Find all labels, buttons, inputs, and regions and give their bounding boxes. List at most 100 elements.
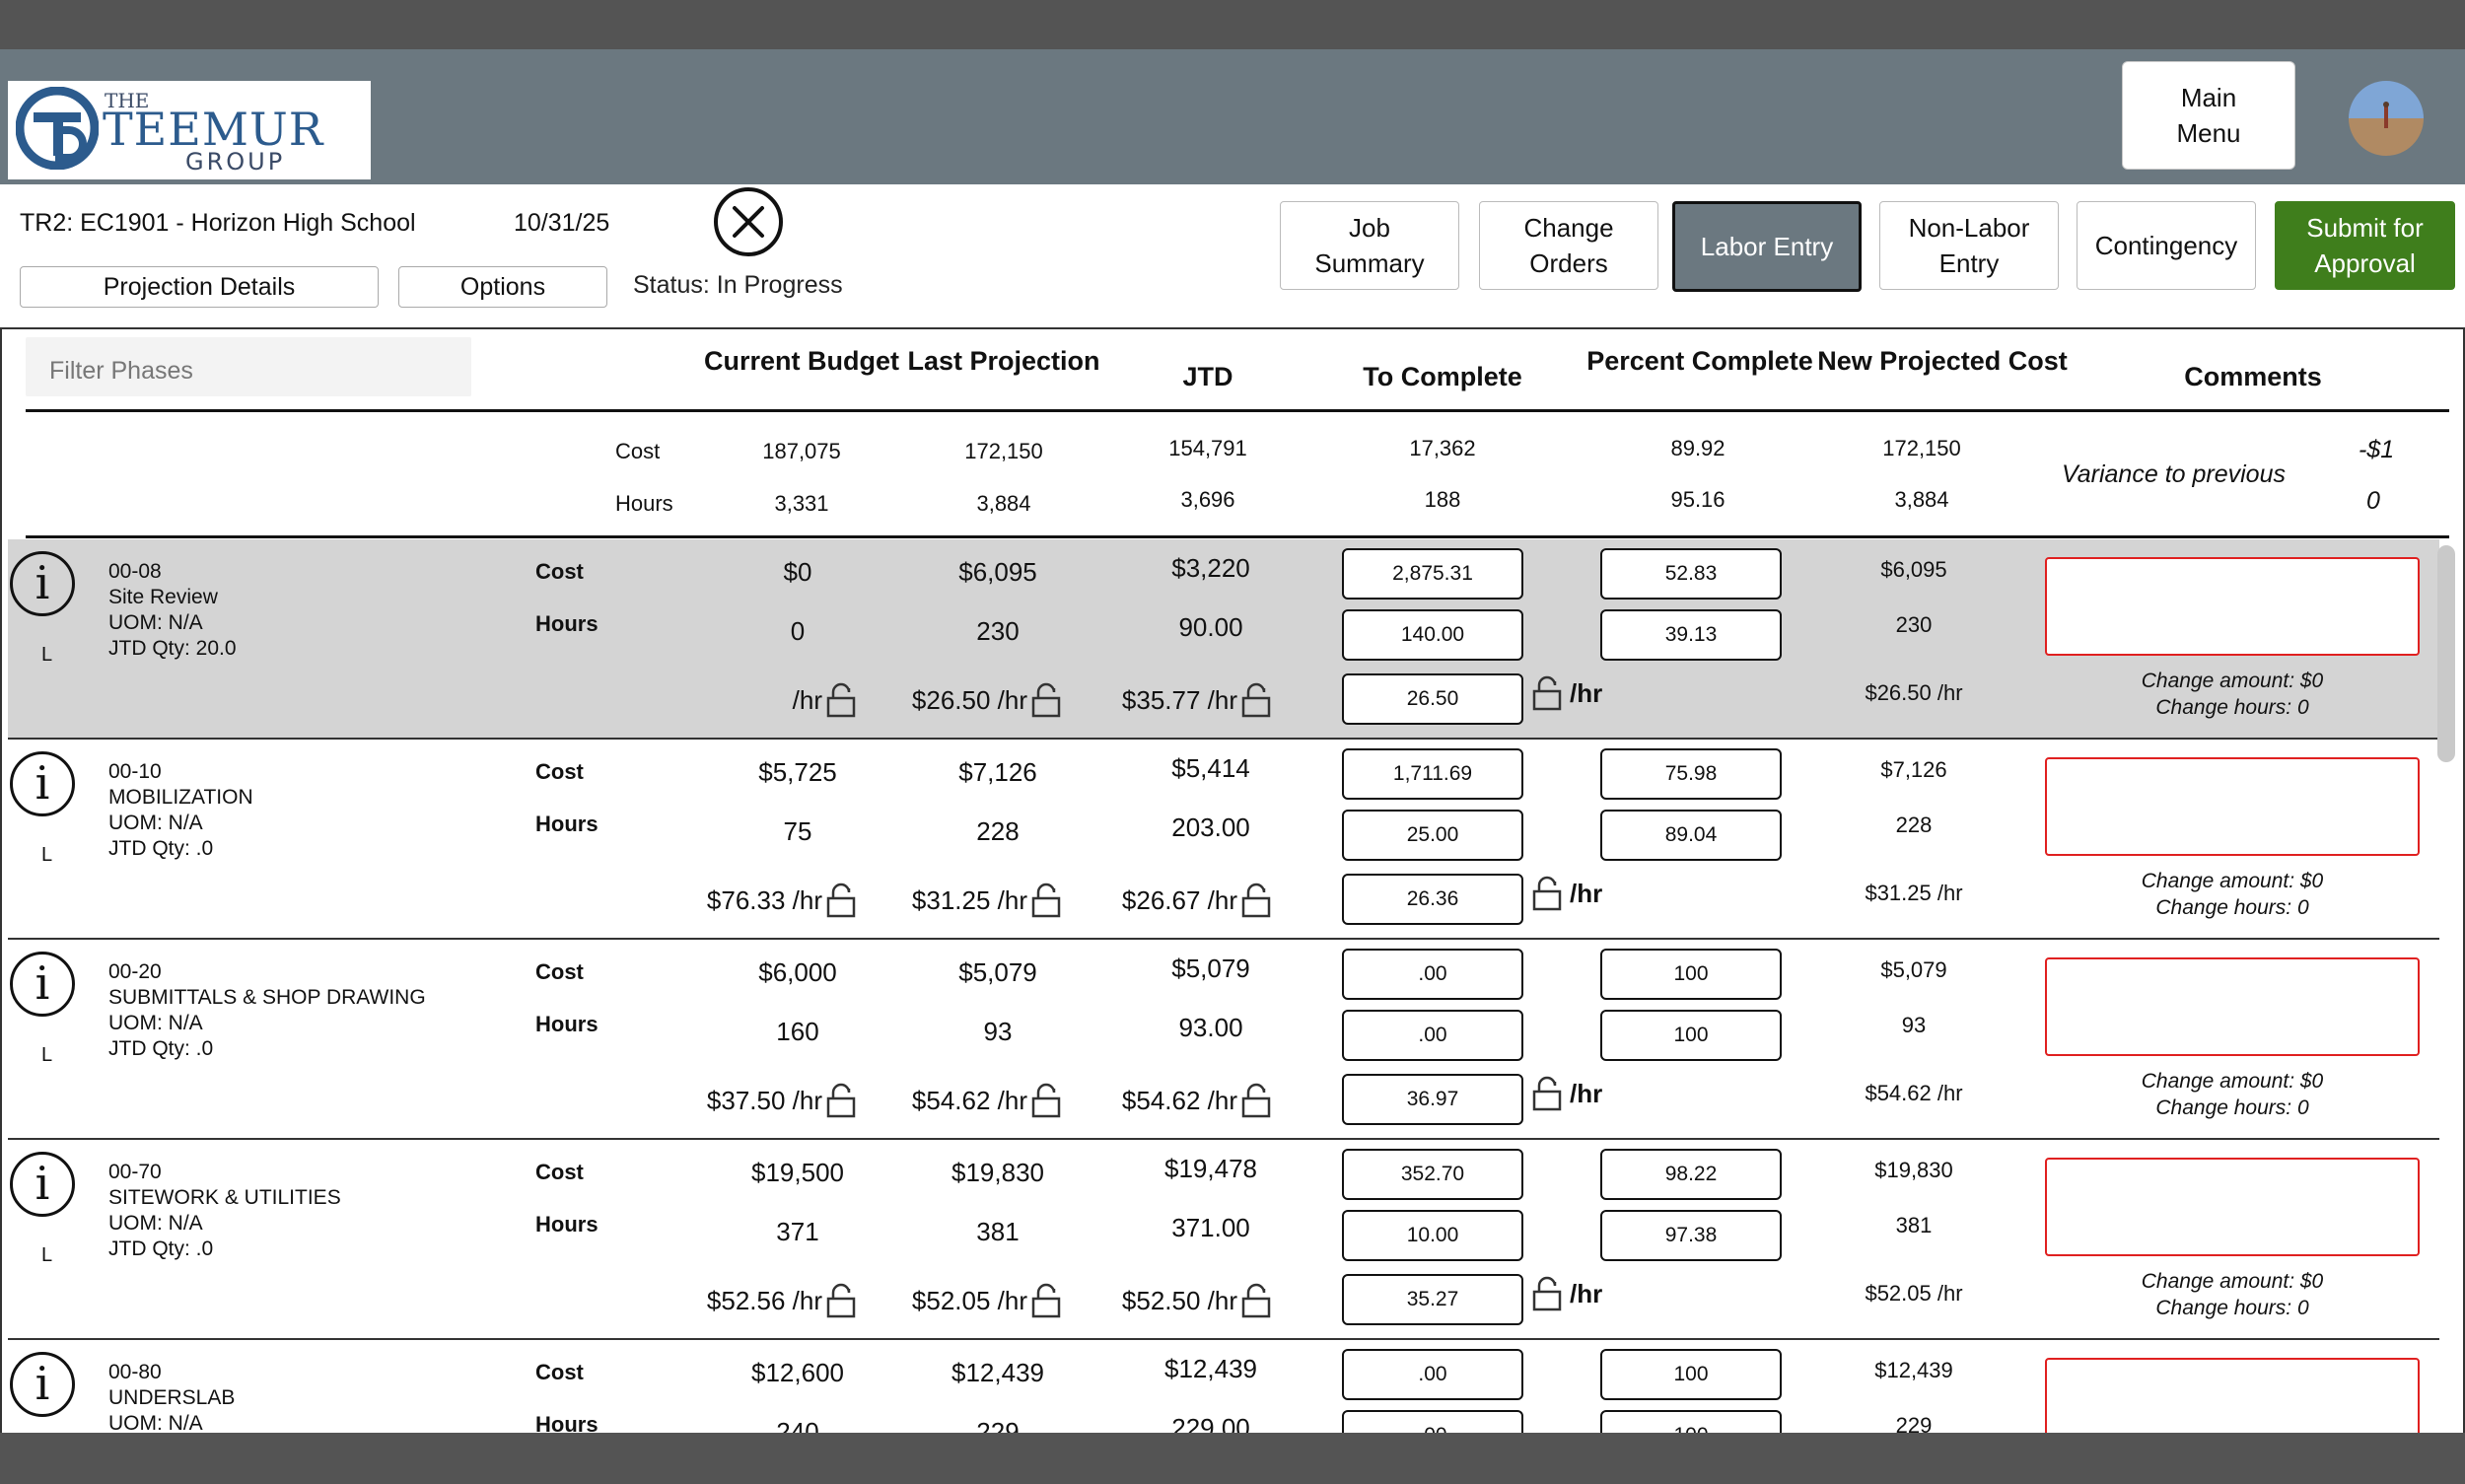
lock-icon[interactable] (1241, 682, 1271, 718)
total-hours-new-projected: 3,884 (1894, 487, 1949, 512)
row-cost-label: Cost (535, 1360, 584, 1384)
lock-icon[interactable] (826, 883, 856, 918)
row-cost-label: Cost (535, 759, 584, 784)
info-icon[interactable]: i (10, 952, 75, 1017)
comment-input[interactable] (2045, 957, 2420, 1056)
col-current-budget: Current Budget (704, 346, 899, 376)
percent-complete-hours-input[interactable]: 39.13 (1600, 609, 1782, 661)
to-complete-cost-input[interactable]: 1,711.69 (1342, 748, 1523, 800)
percent-complete-cost-input[interactable]: 75.98 (1600, 748, 1782, 800)
lock-icon[interactable] (1532, 675, 1562, 711)
lock-icon[interactable] (1031, 1083, 1061, 1118)
scrollbar[interactable] (2437, 545, 2455, 762)
filter-phases-input[interactable]: Filter Phases (26, 337, 471, 396)
lock-icon[interactable] (826, 1083, 856, 1118)
lock-icon[interactable] (826, 1283, 856, 1318)
percent-complete-cost-input[interactable]: 52.83 (1600, 548, 1782, 600)
total-cost-percent-complete: 89.92 (1670, 436, 1726, 460)
col-comments: Comments (2184, 362, 2322, 391)
current-budget-rate: /hr (793, 682, 856, 718)
current-budget-cost: $5,725 (758, 757, 837, 787)
to-complete-hours-input[interactable]: .00 (1342, 1010, 1523, 1061)
to-complete-rate-input[interactable]: 26.50 (1342, 673, 1523, 725)
info-icon[interactable]: i (10, 1352, 75, 1417)
close-icon[interactable] (712, 185, 785, 258)
to-complete-rate-input[interactable]: 36.97 (1342, 1074, 1523, 1125)
percent-complete-hours-input[interactable]: 100 (1600, 1010, 1782, 1061)
lock-icon[interactable] (826, 682, 856, 718)
avatar-photo-icon (2349, 81, 2424, 156)
lock-icon[interactable] (1031, 883, 1061, 918)
tab-labor-entry[interactable]: Labor Entry (1672, 201, 1862, 292)
info-icon[interactable]: i (10, 1152, 75, 1217)
percent-complete-hours-input[interactable]: 89.04 (1600, 810, 1782, 861)
lock-icon[interactable] (1241, 1283, 1271, 1318)
percent-complete-cost-input[interactable]: 100 (1600, 949, 1782, 1000)
tab-change-orders[interactable]: Change Orders (1479, 201, 1658, 290)
total-cost-current-budget: 187,075 (762, 439, 841, 463)
tab-non-labor-entry[interactable]: Non-Labor Entry (1879, 201, 2059, 290)
submit-for-approval-button[interactable]: Submit for Approval (2275, 201, 2455, 290)
header-divider (26, 409, 2449, 412)
to-complete-hours-input[interactable]: 140.00 (1342, 609, 1523, 661)
new-projected-cost: $19,830 (1874, 1158, 1953, 1182)
total-cost-to-complete: 17,362 (1409, 436, 1476, 460)
logo-mark-icon (16, 87, 99, 170)
info-icon[interactable]: i (10, 751, 75, 816)
tab-contingency[interactable]: Contingency (2077, 201, 2256, 290)
current-budget-rate: $52.56 /hr (707, 1283, 856, 1318)
lock-icon[interactable] (1241, 1083, 1271, 1118)
comment-input[interactable] (2045, 1158, 2420, 1256)
col-last-projection: Last Projection (907, 346, 1100, 376)
to-complete-cost-input[interactable]: 352.70 (1342, 1149, 1523, 1200)
lock-icon[interactable] (1031, 682, 1061, 718)
to-complete-cost-input[interactable]: .00 (1342, 949, 1523, 1000)
main-menu-button[interactable]: Main Menu (2122, 61, 2295, 170)
logo-text-name: TEEMUR (103, 103, 324, 156)
tab-job-summary[interactable]: Job Summary (1280, 201, 1459, 290)
percent-complete-hours-input[interactable]: 97.38 (1600, 1210, 1782, 1261)
lock-icon[interactable] (1532, 1076, 1562, 1111)
percent-complete-cost-input[interactable]: 98.22 (1600, 1149, 1782, 1200)
lock-icon[interactable] (1031, 1283, 1061, 1318)
new-projected-rate: $26.50 /hr (1865, 680, 1963, 705)
to-complete-cost-input[interactable]: .00 (1342, 1349, 1523, 1400)
to-complete-cost-input[interactable]: 2,875.31 (1342, 548, 1523, 600)
last-projection-rate: $31.25 /hr (912, 883, 1061, 918)
row-hours-label: Hours (535, 1012, 599, 1036)
lock-icon[interactable] (1241, 883, 1271, 918)
total-hours-percent-complete: 95.16 (1670, 487, 1726, 512)
phase-type: L (41, 644, 53, 666)
phase-type: L (41, 1244, 53, 1266)
comment-input[interactable] (2045, 757, 2420, 856)
last-projection-rate: $26.50 /hr (912, 682, 1061, 718)
to-complete-hours-input[interactable]: 10.00 (1342, 1210, 1523, 1261)
to-complete-rate-input[interactable]: 26.36 (1342, 874, 1523, 925)
phase-uom: UOM: N/A (108, 812, 203, 834)
lock-icon[interactable] (1532, 876, 1562, 911)
row-hours-label: Hours (535, 1212, 599, 1237)
avatar[interactable] (2349, 81, 2424, 156)
phase-code: 00-10 (108, 760, 162, 783)
projection-details-button[interactable]: Projection Details (20, 266, 379, 308)
to-complete-rate-input[interactable]: 35.27 (1342, 1274, 1523, 1325)
options-button[interactable]: Options (398, 266, 607, 308)
logo-text-group: GROUP (185, 148, 286, 176)
rate-lock: /hr (1528, 675, 1602, 711)
percent-complete-cost-input[interactable]: 100 (1600, 1349, 1782, 1400)
new-projected-rate: $52.05 /hr (1865, 1281, 1963, 1306)
totals-cost-label: Cost (615, 439, 661, 463)
row-cost-label: Cost (535, 1160, 584, 1184)
to-complete-hours-input[interactable]: 25.00 (1342, 810, 1523, 861)
change-hours: Change hours: 0 (2155, 1297, 2309, 1319)
table-row (8, 740, 2439, 940)
info-icon[interactable]: i (10, 551, 75, 616)
change-hours: Change hours: 0 (2155, 896, 2309, 919)
col-to-complete: To Complete (1363, 362, 1522, 391)
variance-hours: 0 (2366, 487, 2380, 515)
new-projected-hours: 93 (1901, 1013, 1927, 1037)
jtd-cost: $3,220 (1171, 553, 1250, 583)
lock-icon[interactable] (1532, 1276, 1562, 1311)
jtd-hours: 93.00 (1178, 1013, 1243, 1042)
comment-input[interactable] (2045, 557, 2420, 656)
